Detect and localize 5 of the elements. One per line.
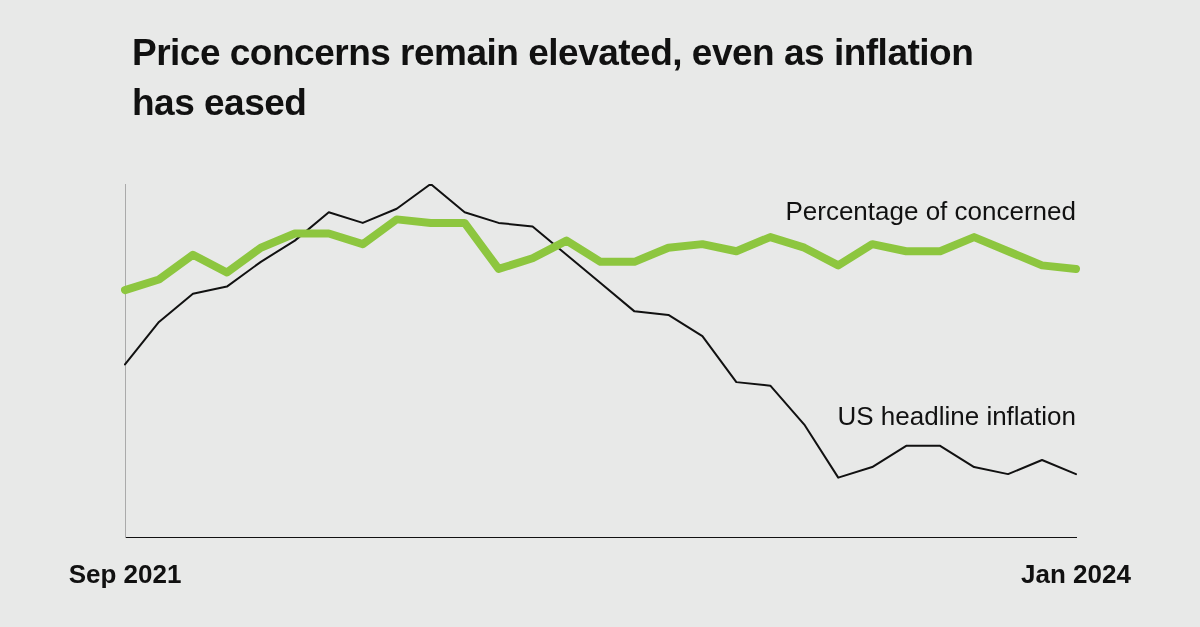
series-label: Percentage of concerned: [785, 196, 1076, 227]
x-tick-label: Jan 2024: [1021, 558, 1132, 589]
series-label: US headline inflation: [837, 401, 1076, 432]
chart-title: Price concerns remain elevated, even as inflation has eased: [132, 31, 975, 125]
x-tick-label: Sep 2021: [68, 558, 182, 589]
